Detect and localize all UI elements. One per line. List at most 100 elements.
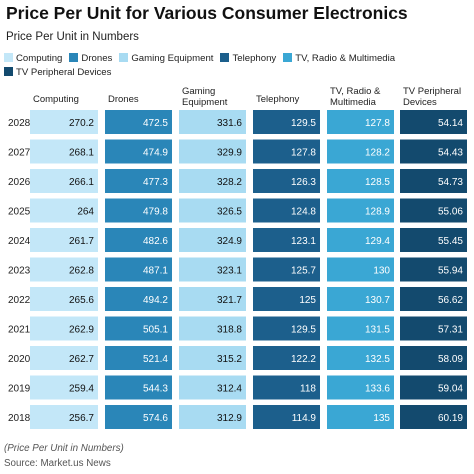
cell-value: 55.45 [438,236,463,247]
cell-drones [105,228,172,252]
legend-item-telephony: Telephony [220,52,276,66]
cell-value: 55.06 [438,207,463,218]
cell-value: 122.2 [291,354,316,365]
legend-item-gaming-equipment: Gaming Equipment [119,52,213,66]
cell-tv-peripheral-devices [400,346,467,370]
cell-value: 268.1 [69,148,94,159]
cell-tv-radio-multimedia [327,346,394,370]
cell-value: 329.9 [217,148,242,159]
cell-value: 56.62 [438,295,463,306]
cell-value: 127.8 [291,148,316,159]
legend-swatch [4,67,13,76]
cell-computing [30,139,98,164]
legend-label: Gaming Equipment [131,53,214,64]
chart-title: Price Per Unit for Various Consumer Elec… [6,3,408,23]
cell-drones [105,375,172,400]
row-label: 2024 [8,236,31,247]
cell-value: 494.2 [143,295,168,306]
cell-value: 479.8 [143,207,168,218]
legend: Computing Drones Gaming Equipment Telephony… [4,52,474,80]
column-header-tv-radio-multimedia: Multimedia [330,97,377,108]
column-header-tv-peripheral-devices: TV Peripheral [403,86,461,97]
cell-computing [30,169,98,193]
cell-value: 129.4 [365,236,390,247]
legend-label: TV Peripheral Devices [16,67,112,78]
cell-telephony [253,257,320,282]
cell-tv-peripheral-devices [400,228,467,252]
legend-swatch [4,53,13,62]
cell-computing [30,316,98,341]
cell-computing [30,228,98,252]
cell-value: 264 [77,207,94,218]
legend-label: Computing [16,53,63,64]
legend-swatch [119,53,129,62]
legend-label: Telephony [232,53,277,64]
cell-telephony [253,110,320,134]
cell-value: 127.8 [365,118,390,129]
cell-tv-peripheral-devices [400,405,467,429]
cell-gaming-equipment [179,405,246,429]
cell-value: 123.1 [291,236,316,247]
cell-value: 315.2 [217,354,242,365]
cell-value: 54.14 [438,118,463,129]
legend-swatch [69,53,79,62]
cell-value: 60.19 [438,413,463,424]
cell-drones [105,287,172,311]
cell-value: 487.1 [143,266,168,277]
cell-value: 477.3 [143,177,168,188]
cell-gaming-equipment [179,139,246,164]
cell-tv-peripheral-devices [400,169,467,193]
cell-telephony [253,228,320,252]
cell-gaming-equipment [179,198,246,223]
cell-drones [105,169,172,193]
cell-value: 114.9 [292,413,317,424]
cell-value: 326.5 [217,207,242,218]
cell-value: 318.8 [217,325,242,336]
cell-tv-radio-multimedia [327,287,394,311]
cell-gaming-equipment [179,228,246,252]
cell-drones [105,405,172,429]
cell-value: 270.2 [69,118,94,129]
cell-value: 262.7 [69,354,94,365]
cell-computing [30,287,98,311]
cell-value: 262.8 [69,266,94,277]
row-label: 2025 [8,207,31,218]
cell-telephony [253,198,320,223]
cell-value: 129.5 [291,325,316,336]
cell-computing [30,375,98,400]
cell-tv-radio-multimedia [327,316,394,341]
column-header-gaming-equipment: Gaming [182,86,215,97]
row-label: 2026 [8,177,31,188]
cell-tv-radio-multimedia [327,198,394,223]
cell-gaming-equipment [179,110,246,134]
column-header-computing: Computing [33,94,79,105]
cell-computing [30,198,98,223]
cell-value: 55.94 [438,266,463,277]
cell-gaming-equipment [179,257,246,282]
chart-subtitle: Price Per Unit in Numbers [6,31,139,43]
cell-value: 125 [299,295,316,306]
cell-tv-radio-multimedia [327,228,394,252]
cell-value: 125.7 [291,266,316,277]
cell-value: 323.1 [217,266,242,277]
cell-tv-radio-multimedia [327,405,394,429]
cell-computing [30,405,98,429]
legend-swatch [220,53,230,62]
cell-value: 505.1 [143,325,168,336]
cell-computing [30,346,98,370]
cell-tv-radio-multimedia [327,169,394,193]
cell-value: 312.9 [217,413,242,424]
cell-value: 129.5 [291,118,316,129]
cell-value: 256.7 [69,413,94,424]
cell-gaming-equipment [179,375,246,400]
row-label: 2028 [8,118,31,129]
cell-tv-peripheral-devices [400,257,467,282]
cell-value: 474.9 [143,148,168,159]
legend-item-computing: Computing [4,52,62,66]
cell-value: 312.4 [217,384,242,395]
cell-value: 331.6 [217,118,242,129]
cell-value: 521.4 [143,354,168,365]
cell-value: 58.09 [438,354,463,365]
cell-value: 135 [373,413,390,424]
